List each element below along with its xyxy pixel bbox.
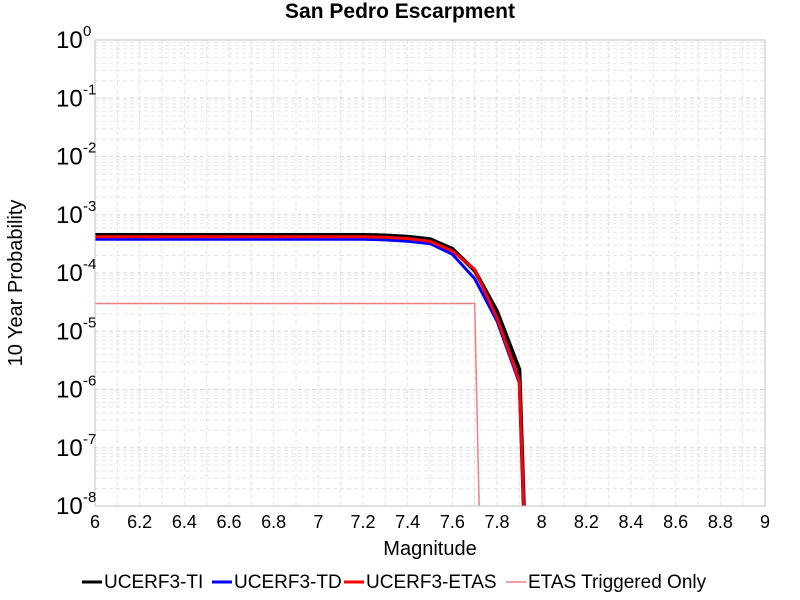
- y-tick-exponent: -6: [83, 373, 96, 390]
- legend-item: UCERF3-ETAS: [344, 572, 497, 593]
- x-tick-label: 8: [537, 512, 547, 532]
- x-tick-label: 7.6: [440, 512, 465, 532]
- y-tick-base: 10: [56, 260, 83, 287]
- x-tick-label: 7.4: [395, 512, 420, 532]
- y-tick-base: 10: [56, 85, 83, 112]
- y-tick-exponent: -2: [83, 140, 96, 157]
- x-axis-label: Magnitude: [383, 538, 476, 560]
- x-tick-label: 8.2: [574, 512, 599, 532]
- series-layer: [95, 232, 526, 507]
- chart-title: San Pedro Escarpment: [285, 0, 515, 23]
- x-tick-label: 7: [313, 512, 323, 532]
- x-tick-label: 8.8: [708, 512, 733, 532]
- y-tick-exponent: -1: [83, 81, 96, 98]
- y-tick-base: 10: [56, 144, 83, 171]
- y-tick-exponent: -7: [83, 431, 96, 448]
- x-tick-label: 6.2: [127, 512, 152, 532]
- y-tick-exponent: -8: [83, 489, 96, 506]
- y-tick-exponent: 0: [83, 23, 91, 40]
- y-tick-base: 10: [56, 27, 83, 54]
- x-tick-label: 9: [760, 512, 770, 532]
- x-tick-label: 6: [90, 512, 100, 532]
- y-tick-label: 10 -8: [56, 489, 96, 520]
- x-tick-label: 8.4: [618, 512, 643, 532]
- y-tick-label: 10 -1: [56, 81, 96, 112]
- legend-label: UCERF3-TD: [234, 572, 342, 593]
- y-tick-exponent: -4: [83, 256, 96, 273]
- x-tick-label: 8.6: [663, 512, 688, 532]
- y-tick-base: 10: [56, 377, 83, 404]
- legend-label: UCERF3-TI: [104, 572, 203, 593]
- y-tick-label: 10 -6: [56, 373, 96, 404]
- x-tick-label: 7.2: [350, 512, 375, 532]
- y-axis-label: 10 Year Probability: [5, 200, 27, 367]
- legend: UCERF3-TI UCERF3-TD UCERF3-ETAS ETAS Trigge…: [82, 572, 707, 593]
- y-tick-base: 10: [56, 493, 83, 520]
- x-tick-label: 6.6: [216, 512, 241, 532]
- y-tick-exponent: -3: [83, 198, 96, 215]
- legend-label: ETAS Triggered Only: [528, 572, 707, 593]
- y-tick-exponent: -5: [83, 314, 96, 331]
- y-tick-label: 10 -4: [56, 256, 96, 287]
- legend-item: UCERF3-TI: [82, 572, 203, 593]
- y-tick-base: 10: [56, 318, 83, 345]
- series-line-ucerf3-etas: [95, 235, 526, 507]
- y-tick-label: 10 -2: [56, 140, 96, 171]
- y-tick-label: 10 -3: [56, 198, 96, 229]
- series-line-etas-triggered-only: [95, 302, 480, 507]
- legend-item: UCERF3-TD: [212, 572, 342, 593]
- x-tick-label: 6.4: [172, 512, 197, 532]
- y-tick-label: 10 -7: [56, 431, 96, 462]
- y-tick-label: 10 0: [56, 23, 91, 54]
- legend-item: ETAS Triggered Only: [506, 572, 707, 593]
- x-tick-labels: 6 6.2 6.4 6.6 6.8 7 7.2 7.4 7.6 7.8 8 8.2 8.4 8.6 8.8 9: [90, 512, 770, 532]
- legend-label: UCERF3-ETAS: [366, 572, 497, 593]
- x-tick-label: 7.8: [484, 512, 509, 532]
- series-line-ucerf3-ti: [95, 232, 526, 507]
- y-tick-base: 10: [56, 202, 83, 229]
- y-tick-label: 10 -5: [56, 314, 96, 345]
- plot-border: [94, 39, 766, 507]
- y-tick-base: 10: [56, 435, 83, 462]
- x-tick-label: 6.8: [261, 512, 286, 532]
